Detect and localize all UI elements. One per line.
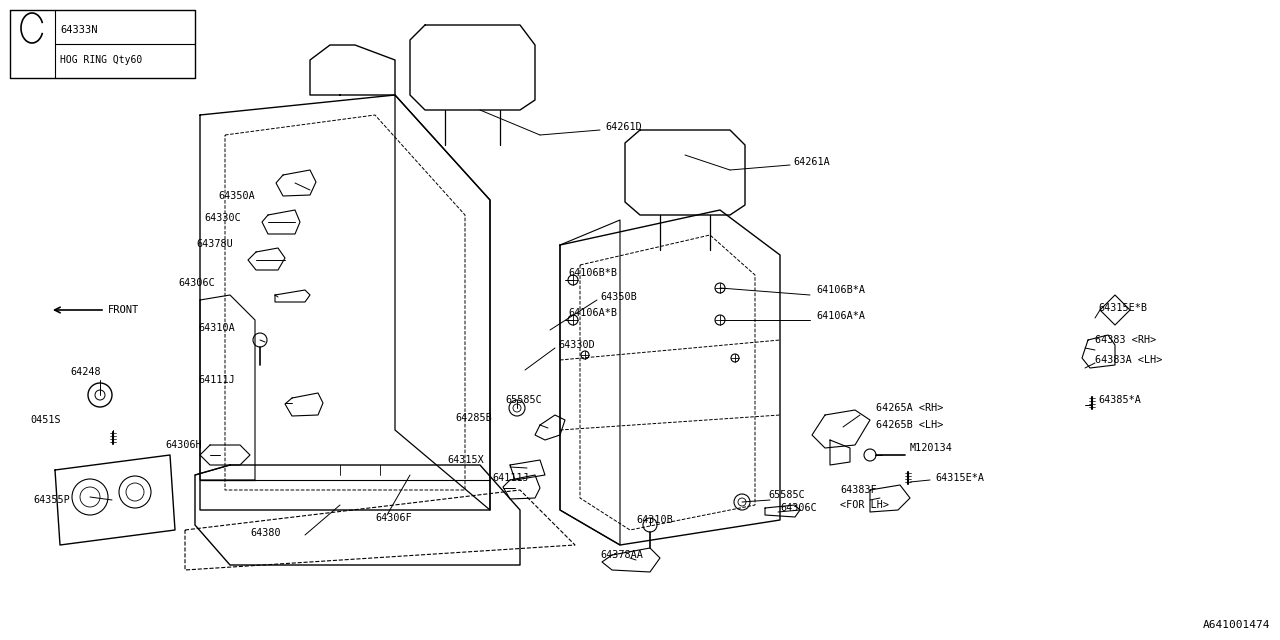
Text: 65585C: 65585C <box>768 490 805 500</box>
Text: 64261D: 64261D <box>605 122 641 132</box>
Text: 64355P: 64355P <box>33 495 69 505</box>
Text: M120134: M120134 <box>910 443 952 453</box>
Text: 64378AA: 64378AA <box>600 550 643 560</box>
Text: 64248: 64248 <box>70 367 101 377</box>
Text: 64265A <RH>: 64265A <RH> <box>876 403 943 413</box>
Text: 64330D: 64330D <box>558 340 595 350</box>
Text: 64111J: 64111J <box>492 473 529 483</box>
Text: 64261A: 64261A <box>794 157 829 167</box>
Text: 64383 <RH>: 64383 <RH> <box>1094 335 1156 345</box>
Text: 64306H: 64306H <box>165 440 202 450</box>
Text: 64310A: 64310A <box>198 323 234 333</box>
Text: 64111J: 64111J <box>198 375 234 385</box>
Text: 64310B: 64310B <box>636 515 673 525</box>
Text: 64306C: 64306C <box>178 278 215 288</box>
Text: 64106B*B: 64106B*B <box>568 268 617 278</box>
Text: 64378U: 64378U <box>196 239 233 249</box>
Text: 64333N: 64333N <box>60 25 97 35</box>
Text: 64315E*B: 64315E*B <box>1098 303 1147 313</box>
Text: 64306F: 64306F <box>375 513 412 523</box>
Text: 64315X: 64315X <box>447 455 484 465</box>
Text: 64106B*A: 64106B*A <box>817 285 865 295</box>
Text: 64383A <LH>: 64383A <LH> <box>1094 355 1162 365</box>
Text: 64285B: 64285B <box>454 413 492 423</box>
Text: 0451S: 0451S <box>29 415 60 425</box>
Text: 64383F: 64383F <box>840 485 877 495</box>
Text: FRONT: FRONT <box>108 305 140 315</box>
Text: 64106A*A: 64106A*A <box>817 311 865 321</box>
Text: <FOR LH>: <FOR LH> <box>840 500 890 510</box>
Text: 64265B <LH>: 64265B <LH> <box>876 420 943 430</box>
Text: HOG RING Qty60: HOG RING Qty60 <box>60 55 142 65</box>
Text: 64385*A: 64385*A <box>1098 395 1140 405</box>
Text: 65585C: 65585C <box>506 395 541 405</box>
Text: 64315E*A: 64315E*A <box>934 473 984 483</box>
Text: 64350B: 64350B <box>600 292 636 302</box>
Text: A641001474: A641001474 <box>1202 620 1270 630</box>
Text: 64380: 64380 <box>250 528 280 538</box>
Text: 64306C: 64306C <box>780 503 817 513</box>
Text: 64106A*B: 64106A*B <box>568 308 617 318</box>
Text: 64330C: 64330C <box>204 213 241 223</box>
Text: 64350A: 64350A <box>218 191 255 201</box>
